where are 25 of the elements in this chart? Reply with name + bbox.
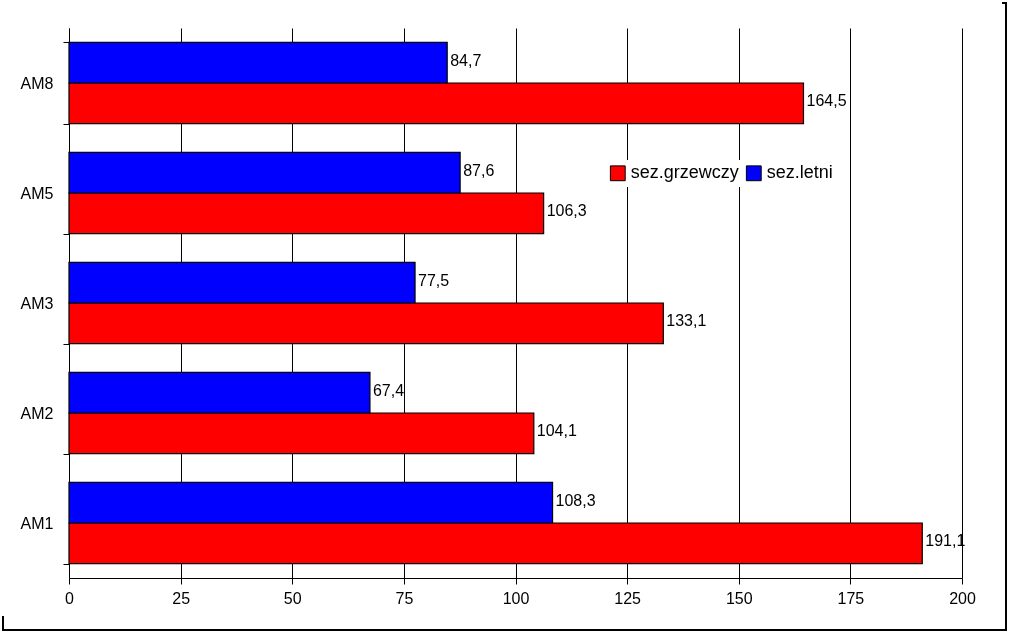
x-tick-label: 50	[283, 589, 302, 607]
data-label: 77,5	[418, 271, 450, 289]
legend-label: sez.letni	[766, 162, 833, 183]
x-tick-label: 75	[395, 589, 414, 607]
x-tick-label: 100	[502, 589, 530, 607]
x-tick-label: 0	[65, 589, 75, 607]
data-label: 108,3	[555, 491, 596, 509]
x-tick-label: 25	[172, 589, 191, 607]
y-tick-label: AM8	[20, 74, 54, 92]
x-tick-label: 150	[725, 589, 753, 607]
data-label: 84,7	[450, 51, 482, 69]
x-tick-label: 175	[837, 589, 865, 607]
data-label: 164,5	[806, 92, 847, 110]
y-tick-label: AM2	[20, 404, 54, 422]
y-tick-label: AM1	[20, 514, 54, 532]
data-label: 133,1	[666, 312, 707, 330]
legend-label: sez.grzewczy	[630, 162, 739, 183]
data-label: 87,6	[463, 161, 495, 179]
data-label: 106,3	[546, 202, 587, 220]
y-tick-label: AM5	[20, 184, 54, 202]
data-label: 67,4	[372, 381, 405, 399]
x-tick-label: 200	[949, 589, 976, 607]
data-label: 104,1	[536, 422, 577, 440]
y-tick-label: AM3	[20, 294, 54, 312]
x-tick-label: 125	[614, 589, 642, 607]
